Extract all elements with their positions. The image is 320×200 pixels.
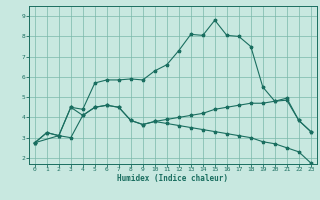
X-axis label: Humidex (Indice chaleur): Humidex (Indice chaleur) <box>117 174 228 183</box>
